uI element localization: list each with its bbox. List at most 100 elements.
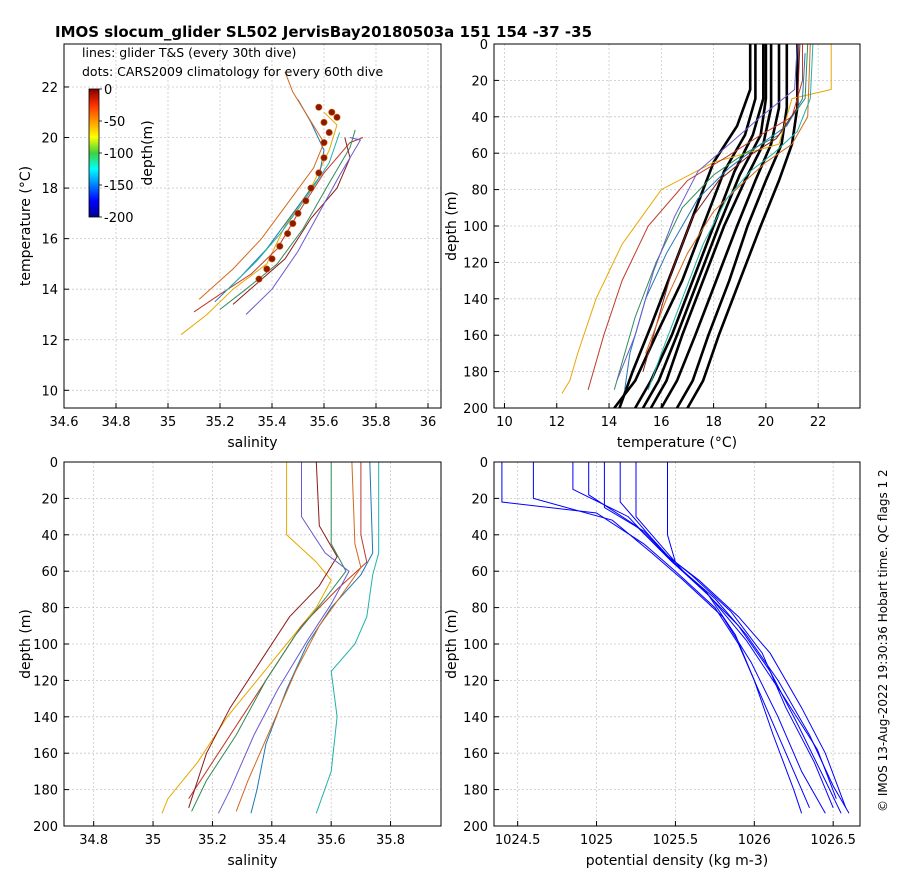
x-tick-label: 35.2 <box>198 833 227 848</box>
series-line <box>188 462 368 799</box>
x-tick-label: 34.6 <box>50 415 79 430</box>
series-line <box>572 462 834 808</box>
y-tick-label: 20 <box>471 492 488 507</box>
series-line <box>191 462 347 812</box>
chart-panel-sal_depth: 34.8 35 35.2 35.4 35.6 35.8 0 20 40 60 80 100 120 140… <box>18 456 442 869</box>
climatology-point <box>284 230 292 238</box>
series-line <box>193 137 364 313</box>
y-axis-label: temperature (°C) <box>18 166 34 286</box>
series-line <box>198 71 325 300</box>
x-tick-label: 35.8 <box>376 833 405 848</box>
colorbar-label: depth(m) <box>140 120 156 185</box>
y-tick-label: 18 <box>41 182 58 197</box>
y-tick-label: 20 <box>471 74 488 89</box>
series-line <box>588 462 803 814</box>
y-tick-label: 14 <box>41 283 58 298</box>
y-tick-label: 120 <box>463 256 488 271</box>
climatology-point <box>320 118 328 126</box>
climatology-point <box>320 139 328 147</box>
series-line <box>219 129 356 310</box>
x-tick-label: 20 <box>758 415 775 430</box>
y-tick-label: 60 <box>41 565 58 580</box>
climatology-point <box>289 219 297 227</box>
y-tick-label: 60 <box>471 147 488 162</box>
series-line <box>315 462 380 814</box>
x-axis-label: temperature (°C) <box>617 435 737 451</box>
y-tick-label: 160 <box>33 747 58 762</box>
series-line <box>561 44 832 394</box>
x-tick-label: 22 <box>810 415 827 430</box>
x-tick-label: 36 <box>420 415 437 430</box>
climatology-point <box>255 275 263 283</box>
colorbar-tick-label: -200 <box>104 211 134 226</box>
climatology-point <box>328 108 336 116</box>
climatology-point <box>315 169 323 177</box>
climatology-point <box>307 184 315 192</box>
climatology-line <box>613 44 757 408</box>
colorbar <box>88 88 100 218</box>
y-tick-label: 40 <box>471 111 488 126</box>
x-tick-label: 35.2 <box>206 415 235 430</box>
climatology-point <box>276 242 284 250</box>
x-tick-label: 35.8 <box>362 415 391 430</box>
y-tick-label: 0 <box>50 456 58 471</box>
y-tick-label: 0 <box>480 456 488 471</box>
plot-area <box>161 462 380 814</box>
x-axis-label: potential density (kg m-3) <box>586 853 768 869</box>
climatology-line <box>649 44 773 408</box>
x-tick-label: 1026.5 <box>810 833 856 848</box>
series-line <box>188 462 338 808</box>
x-tick-label: 1025 <box>580 833 613 848</box>
series-line <box>235 462 362 812</box>
series-line <box>603 462 842 814</box>
y-tick-label: 180 <box>33 784 58 799</box>
colorbar-tick-label: -50 <box>104 115 125 130</box>
y-tick-label: 100 <box>33 638 58 653</box>
series-line <box>616 44 798 381</box>
climatology-point <box>263 265 271 273</box>
x-tick-label: 1026 <box>738 833 771 848</box>
x-tick-label: 35.4 <box>257 833 286 848</box>
y-tick-label: 200 <box>463 402 488 417</box>
y-tick-label: 140 <box>463 711 488 726</box>
plot-area <box>561 44 832 408</box>
x-tick-label: 16 <box>653 415 670 430</box>
y-tick-label: 10 <box>41 384 58 399</box>
y-tick-label: 20 <box>41 132 58 147</box>
y-tick-label: 16 <box>41 233 58 248</box>
series-line <box>642 44 801 372</box>
y-tick-label: 12 <box>41 334 58 349</box>
climatology-point <box>325 128 333 136</box>
y-tick-label: 20 <box>41 492 58 507</box>
side-note: © IMOS 13-Aug-2022 19:30:36 Hobart time.… <box>876 469 890 812</box>
x-tick-label: 35.4 <box>258 415 287 430</box>
figure-title: IMOS slocum_glider SL502 JervisBay201805… <box>55 23 592 41</box>
y-tick-label: 140 <box>33 711 58 726</box>
y-tick-label: 80 <box>471 184 488 199</box>
series-line <box>532 462 826 814</box>
y-tick-label: 0 <box>480 38 488 53</box>
y-tick-label: 180 <box>463 366 488 381</box>
x-tick-label: 35 <box>160 415 177 430</box>
series-line <box>647 44 814 390</box>
y-tick-label: 140 <box>463 293 488 308</box>
colorbar-tick-label: -150 <box>104 179 134 194</box>
y-tick-label: 100 <box>463 220 488 235</box>
series-line <box>250 462 374 814</box>
axes-box <box>63 43 442 409</box>
series-line <box>619 462 837 799</box>
x-tick-label: 34.8 <box>79 833 108 848</box>
x-tick-label: 12 <box>548 415 565 430</box>
climatology-point <box>333 113 341 121</box>
climatology-point <box>302 197 310 205</box>
annotation-text: dots: CARS2009 climatology for every 60t… <box>82 64 383 79</box>
chart-panel-dens_depth: 1024.5 1025 1025.5 1026 1026.5 0 20 40 60 80 100 12… <box>444 456 861 869</box>
y-tick-label: 40 <box>41 529 58 544</box>
series-line <box>501 462 810 808</box>
y-tick-label: 80 <box>471 602 488 617</box>
climatology-line <box>641 44 768 408</box>
y-tick-label: 60 <box>471 565 488 580</box>
y-tick-label: 160 <box>463 747 488 762</box>
y-tick-label: 80 <box>41 602 58 617</box>
